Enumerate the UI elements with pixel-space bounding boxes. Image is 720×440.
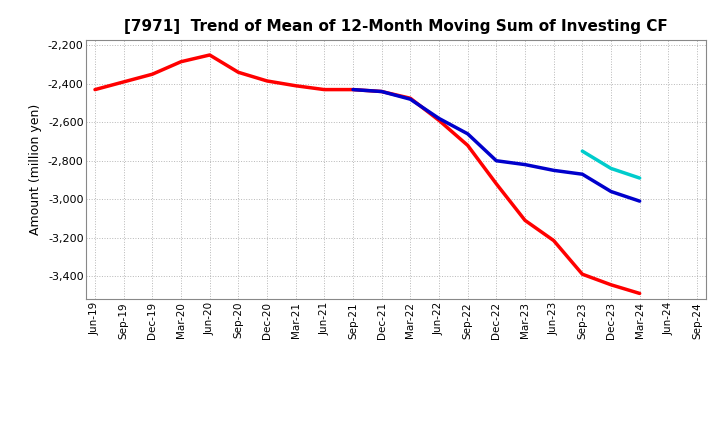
- 3 Years: [91, 87, 99, 92]
- 7 Years: [607, 166, 616, 171]
- 5 Years: [464, 131, 472, 136]
- 5 Years: [348, 87, 357, 92]
- 3 Years: [435, 118, 444, 123]
- 7 Years: [578, 148, 587, 154]
- 5 Years: [377, 89, 386, 94]
- 3 Years: [549, 238, 558, 243]
- 3 Years: [205, 52, 214, 58]
- 3 Years: [464, 143, 472, 148]
- 3 Years: [263, 78, 271, 84]
- 3 Years: [292, 83, 300, 88]
- 5 Years: [492, 158, 500, 163]
- 3 Years: [492, 181, 500, 187]
- 5 Years: [635, 198, 644, 204]
- Line: 3 Years: 3 Years: [95, 55, 639, 293]
- Y-axis label: Amount (million yen): Amount (million yen): [30, 104, 42, 235]
- 3 Years: [120, 79, 128, 84]
- 3 Years: [406, 95, 415, 101]
- 5 Years: [435, 116, 444, 121]
- 7 Years: [635, 176, 644, 181]
- 3 Years: [176, 59, 185, 64]
- 5 Years: [521, 162, 529, 167]
- 3 Years: [148, 72, 157, 77]
- 3 Years: [635, 291, 644, 296]
- 5 Years: [578, 172, 587, 177]
- Title: [7971]  Trend of Mean of 12-Month Moving Sum of Investing CF: [7971] Trend of Mean of 12-Month Moving …: [124, 19, 668, 34]
- 3 Years: [234, 70, 243, 75]
- 3 Years: [607, 282, 616, 287]
- 3 Years: [348, 87, 357, 92]
- 5 Years: [607, 189, 616, 194]
- 3 Years: [377, 89, 386, 94]
- 3 Years: [578, 271, 587, 277]
- Line: 5 Years: 5 Years: [353, 90, 639, 201]
- Line: 7 Years: 7 Years: [582, 151, 639, 178]
- 5 Years: [406, 96, 415, 102]
- 3 Years: [320, 87, 328, 92]
- 5 Years: [549, 168, 558, 173]
- 3 Years: [521, 218, 529, 223]
